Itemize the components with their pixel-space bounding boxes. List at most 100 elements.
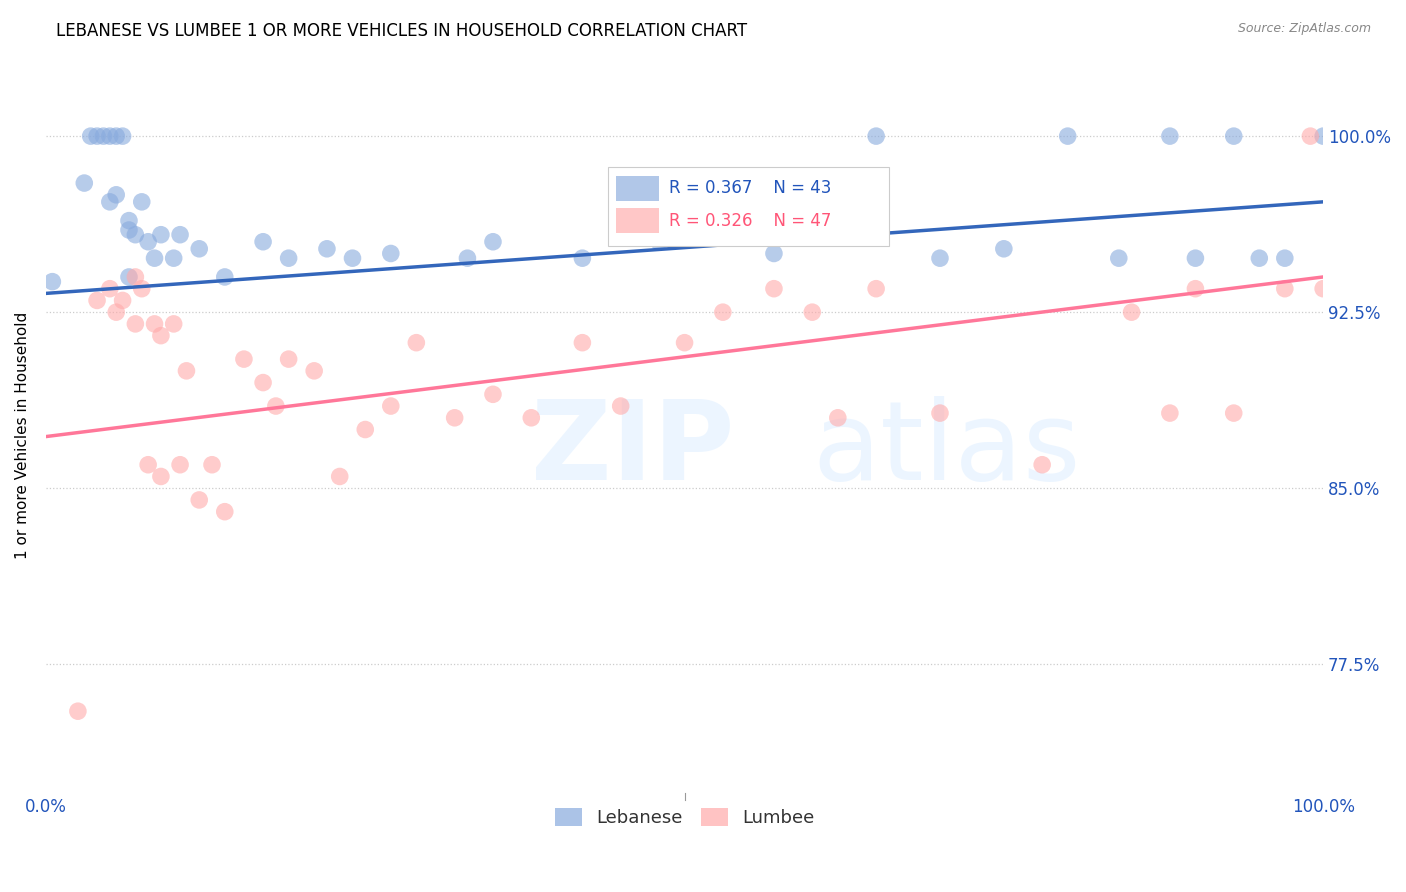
Point bbox=[277, 251, 299, 265]
Point bbox=[98, 194, 121, 209]
Text: R = 0.367    N = 43: R = 0.367 N = 43 bbox=[669, 179, 831, 197]
Point bbox=[98, 282, 121, 296]
Point bbox=[609, 399, 631, 413]
Point bbox=[143, 317, 166, 331]
Point bbox=[865, 282, 887, 296]
Point bbox=[214, 269, 236, 284]
Point bbox=[1249, 251, 1271, 265]
Point bbox=[41, 275, 63, 289]
Point bbox=[1274, 251, 1296, 265]
Point bbox=[1159, 406, 1181, 420]
Point bbox=[105, 305, 128, 319]
Point bbox=[169, 458, 191, 472]
Point bbox=[98, 129, 121, 144]
Point bbox=[105, 129, 128, 144]
Point bbox=[1312, 282, 1334, 296]
Point bbox=[1222, 129, 1244, 144]
Point bbox=[131, 194, 153, 209]
Point bbox=[252, 376, 274, 390]
Point bbox=[149, 328, 172, 343]
Point bbox=[316, 242, 339, 256]
Text: LEBANESE VS LUMBEE 1 OR MORE VEHICLES IN HOUSEHOLD CORRELATION CHART: LEBANESE VS LUMBEE 1 OR MORE VEHICLES IN… bbox=[56, 22, 748, 40]
Point bbox=[1222, 406, 1244, 420]
Y-axis label: 1 or more Vehicles in Household: 1 or more Vehicles in Household bbox=[15, 312, 30, 559]
Point bbox=[93, 129, 115, 144]
Point bbox=[105, 187, 128, 202]
Point bbox=[163, 317, 186, 331]
Point bbox=[111, 129, 134, 144]
Point bbox=[214, 505, 236, 519]
Point bbox=[648, 235, 671, 249]
Point bbox=[405, 335, 427, 350]
Point bbox=[865, 129, 887, 144]
Point bbox=[329, 469, 352, 483]
Point bbox=[149, 469, 172, 483]
Point bbox=[188, 492, 211, 507]
Point bbox=[1108, 251, 1130, 265]
Point bbox=[1121, 305, 1143, 319]
Point bbox=[827, 410, 849, 425]
Point bbox=[673, 335, 696, 350]
Point bbox=[118, 269, 141, 284]
Text: Source: ZipAtlas.com: Source: ZipAtlas.com bbox=[1237, 22, 1371, 36]
Legend: Lebanese, Lumbee: Lebanese, Lumbee bbox=[547, 801, 821, 834]
Point bbox=[163, 251, 186, 265]
Point bbox=[118, 213, 141, 227]
Point bbox=[124, 317, 146, 331]
Point bbox=[482, 387, 505, 401]
Point bbox=[762, 246, 785, 260]
Point bbox=[252, 235, 274, 249]
Point bbox=[124, 227, 146, 242]
FancyBboxPatch shape bbox=[616, 209, 659, 233]
Point bbox=[188, 242, 211, 256]
Point bbox=[86, 129, 108, 144]
Point bbox=[993, 242, 1015, 256]
Point bbox=[801, 305, 824, 319]
Point bbox=[1184, 251, 1206, 265]
Point bbox=[79, 129, 101, 144]
Point bbox=[1031, 458, 1053, 472]
Point bbox=[1299, 129, 1322, 144]
Point bbox=[176, 364, 198, 378]
Point bbox=[929, 251, 952, 265]
Point bbox=[277, 352, 299, 367]
Point bbox=[1184, 282, 1206, 296]
Point bbox=[571, 251, 593, 265]
Point bbox=[73, 176, 96, 190]
Point bbox=[482, 235, 505, 249]
Point bbox=[354, 423, 377, 437]
Point bbox=[1056, 129, 1078, 144]
Point bbox=[380, 246, 402, 260]
Point bbox=[711, 305, 734, 319]
Point bbox=[149, 227, 172, 242]
Point bbox=[520, 410, 543, 425]
FancyBboxPatch shape bbox=[607, 167, 889, 245]
Point bbox=[86, 293, 108, 308]
Point bbox=[571, 335, 593, 350]
Point bbox=[232, 352, 254, 367]
Point bbox=[456, 251, 478, 265]
Point bbox=[201, 458, 224, 472]
Text: atlas: atlas bbox=[813, 396, 1081, 503]
Point bbox=[131, 282, 153, 296]
Point bbox=[380, 399, 402, 413]
Point bbox=[118, 223, 141, 237]
Point bbox=[1159, 129, 1181, 144]
Point bbox=[136, 235, 159, 249]
Point bbox=[1312, 129, 1334, 144]
Text: ZIP: ZIP bbox=[531, 396, 735, 503]
Point bbox=[66, 704, 89, 718]
Point bbox=[302, 364, 325, 378]
FancyBboxPatch shape bbox=[616, 177, 659, 201]
Point bbox=[111, 293, 134, 308]
Point bbox=[143, 251, 166, 265]
Point bbox=[124, 269, 146, 284]
Text: R = 0.326    N = 47: R = 0.326 N = 47 bbox=[669, 211, 831, 229]
Point bbox=[342, 251, 364, 265]
Point bbox=[1274, 282, 1296, 296]
Point bbox=[264, 399, 287, 413]
Point bbox=[136, 458, 159, 472]
Point bbox=[443, 410, 465, 425]
Point bbox=[929, 406, 952, 420]
Point bbox=[169, 227, 191, 242]
